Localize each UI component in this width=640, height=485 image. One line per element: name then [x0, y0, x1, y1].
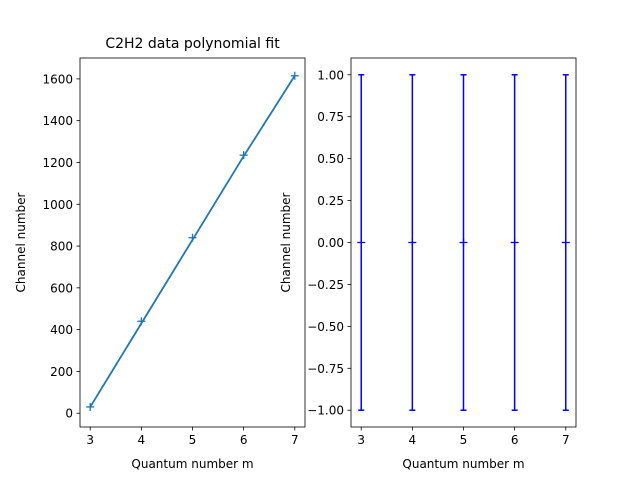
right-residual-point — [408, 74, 417, 411]
left-panel: 3 4 5 6 7 0 200 400 600 800 1000 1200 1400 1600 C2H2 … — [14, 36, 306, 471]
left-axis-ticks: 3 4 5 6 7 0 200 400 600 800 1000 1200 1400 1600 — [42, 72, 298, 447]
left-data-point — [239, 151, 248, 160]
left-data-point — [137, 317, 146, 326]
right-residual-point — [561, 74, 570, 411]
left-y-tick-label: 1000 — [42, 198, 73, 212]
right-x-tick-label: 3 — [357, 433, 365, 447]
right-y-tick-label: −0.75 — [307, 362, 344, 376]
left-y-axis-label: Channel number — [14, 192, 28, 292]
left-y-tick-label: 800 — [50, 240, 73, 254]
right-y-axis-label: Channel number — [279, 192, 293, 292]
left-y-tick-label: 1200 — [42, 156, 73, 170]
left-y-tick-label: 1600 — [42, 72, 73, 86]
left-chart-title: C2H2 data polynomial fit — [105, 36, 280, 52]
left-x-tick-label: 7 — [291, 433, 299, 447]
left-y-tick-label: 600 — [50, 281, 73, 295]
right-residual-point — [357, 74, 366, 411]
left-y-tick-label: 400 — [50, 323, 73, 337]
right-residual-point — [459, 74, 468, 411]
right-y-tick-label: −0.25 — [307, 278, 344, 292]
left-x-tick-label: 3 — [86, 433, 94, 447]
right-y-tick-label: 0.25 — [317, 194, 344, 208]
right-x-tick-label: 5 — [460, 433, 468, 447]
right-y-tick-label: 0.75 — [317, 110, 344, 124]
right-plot-marks — [357, 74, 570, 411]
right-x-axis-label: Quantum number m — [402, 457, 524, 471]
right-residual-point — [510, 74, 519, 411]
left-y-tick-label: 1400 — [42, 114, 73, 128]
left-y-tick-label: 200 — [50, 365, 73, 379]
right-panel: 3 4 5 6 7 −1.00 −0.75 −0.50 −0.25 0.00 0.25 0.50 0.7… — [279, 57, 577, 471]
left-x-axis-label: Quantum number m — [131, 457, 253, 471]
right-x-tick-label: 7 — [562, 433, 570, 447]
right-y-tick-label: −0.50 — [307, 320, 344, 334]
left-x-tick-label: 4 — [138, 433, 146, 447]
left-x-tick-label: 5 — [189, 433, 197, 447]
left-plot-marks — [86, 71, 299, 411]
right-y-tick-label: 0.00 — [317, 236, 344, 250]
left-x-tick-label: 6 — [240, 433, 248, 447]
left-y-tick-label: 0 — [65, 407, 73, 421]
left-data-point — [290, 71, 299, 80]
right-y-tick-label: 1.00 — [317, 68, 344, 82]
left-data-point — [86, 402, 95, 411]
right-y-tick-label: 0.50 — [317, 152, 344, 166]
left-data-point — [188, 233, 197, 242]
right-x-tick-label: 4 — [409, 433, 417, 447]
right-x-tick-label: 6 — [511, 433, 519, 447]
right-axis-ticks: 3 4 5 6 7 −1.00 −0.75 −0.50 −0.25 0.00 0.25 0.50 0.7… — [307, 68, 569, 447]
right-y-tick-label: −1.00 — [307, 404, 344, 418]
